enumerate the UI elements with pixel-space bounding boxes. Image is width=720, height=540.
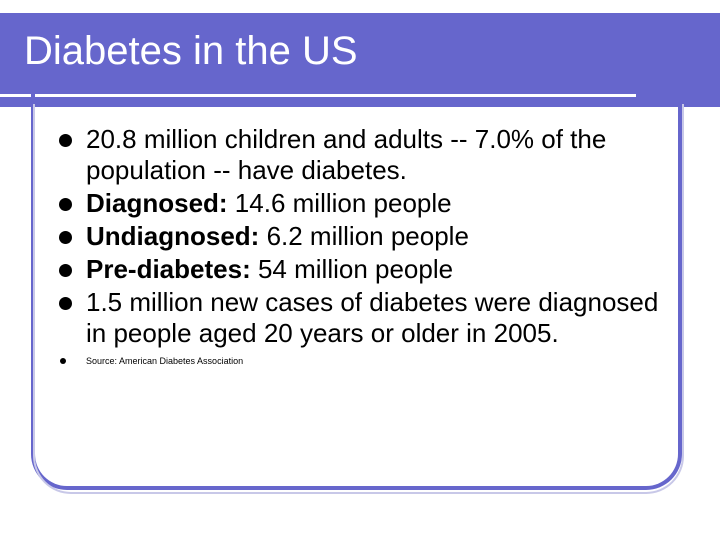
title-underline <box>0 94 636 97</box>
bullet-text: 20.8 million children and adults -- 7.0%… <box>86 124 607 185</box>
bullet-text: 14.6 million people <box>227 188 452 218</box>
content-frame-shadow <box>33 104 684 494</box>
bullet-item: Undiagnosed: 6.2 million people <box>58 221 668 252</box>
bullet-item: Pre-diabetes: 54 million people <box>58 254 668 285</box>
bullet-dot-icon <box>59 198 72 211</box>
bullet-list: 20.8 million children and adults -- 7.0%… <box>58 124 668 367</box>
title-bar-corner <box>683 13 720 105</box>
source-note: Source: American Diabetes Association <box>58 355 668 367</box>
bullet-label: Pre-diabetes: <box>86 254 251 284</box>
bullet-item: Diagnosed: 14.6 million people <box>58 188 668 219</box>
bullet-text: 1.5 million new cases of diabetes were d… <box>86 287 659 348</box>
title-bar <box>0 13 720 107</box>
bullet-dot-icon <box>59 134 72 147</box>
bullet-dot-icon <box>59 297 72 310</box>
bullet-item: 20.8 million children and adults -- 7.0%… <box>58 124 668 186</box>
slide-title: Diabetes in the US <box>24 29 358 73</box>
source-text: Source: American Diabetes Association <box>86 356 244 366</box>
bullet-label: Undiagnosed: <box>86 221 260 251</box>
bullet-dot-icon <box>59 231 72 244</box>
bullet-dot-icon <box>59 264 72 277</box>
small-bullet-dot-icon <box>60 358 66 364</box>
bullet-item: 1.5 million new cases of diabetes were d… <box>58 287 668 349</box>
bullet-text: 54 million people <box>250 254 454 284</box>
bullet-label: Diagnosed: <box>86 188 228 218</box>
bullet-text: 6.2 million people <box>259 221 469 251</box>
